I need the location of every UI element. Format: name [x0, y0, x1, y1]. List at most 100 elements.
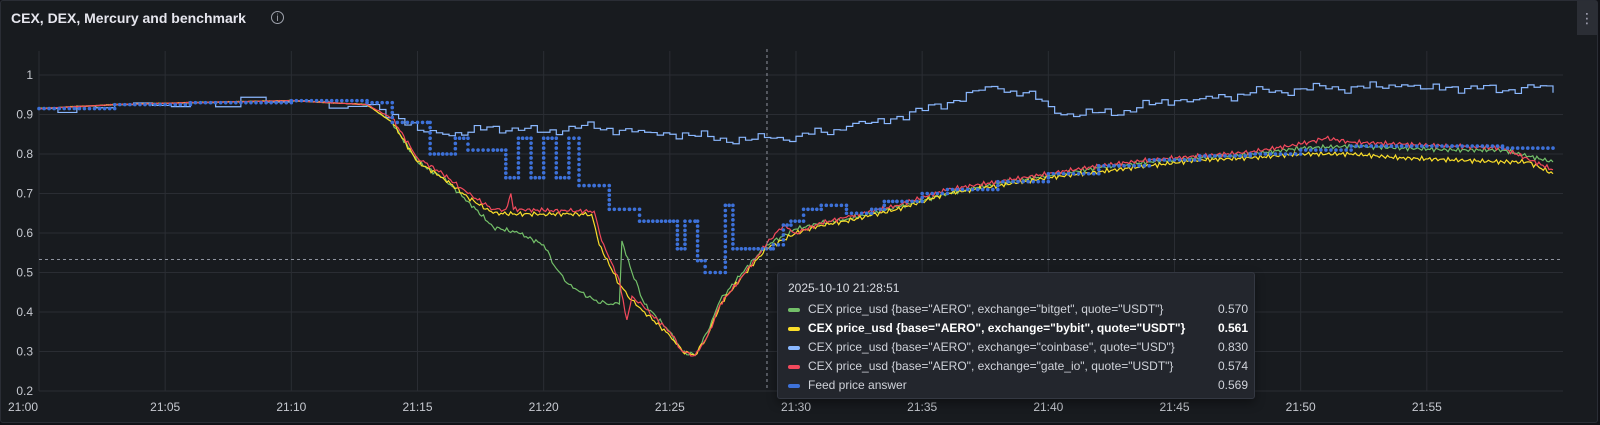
feed-point: [1091, 171, 1096, 176]
feed-point: [577, 152, 581, 156]
feed-point: [299, 98, 304, 103]
feed-point: [612, 207, 617, 212]
feed-point: [1167, 158, 1172, 162]
feed-point: [577, 141, 581, 146]
feed-point: [1551, 146, 1555, 150]
feed-point: [607, 202, 612, 207]
feed-point: [1208, 154, 1212, 158]
feed-point: [1531, 146, 1535, 150]
x-tick-label: 21:30: [781, 400, 811, 414]
feed-point: [504, 166, 508, 171]
feed-point: [752, 247, 756, 251]
feed-point: [1016, 179, 1020, 184]
feed-point: [577, 183, 581, 188]
y-tick-label: 0.9: [16, 108, 33, 122]
feed-point: [1097, 171, 1101, 176]
feed-point: [516, 141, 521, 145]
feed-point: [390, 105, 395, 110]
feed-point: [410, 120, 415, 125]
feed-point: [304, 98, 309, 103]
feed-point: [516, 136, 521, 140]
feed-point: [234, 100, 238, 105]
feed-point: [910, 199, 914, 204]
feed-point: [432, 152, 437, 156]
feed-point: [1127, 164, 1131, 168]
feed-point: [1303, 148, 1308, 152]
feed-point: [499, 148, 504, 152]
feed-point: [1480, 144, 1485, 148]
feed-point: [360, 98, 364, 103]
feed-point: [781, 238, 786, 242]
tooltip-series-value: 0.561: [1217, 321, 1248, 335]
feed-point: [806, 207, 810, 212]
feed-point: [1056, 171, 1061, 176]
feed-point: [453, 136, 458, 140]
feed-point: [1268, 152, 1273, 156]
feed-point: [723, 260, 728, 264]
feed-point: [334, 98, 339, 103]
feed-point: [1394, 144, 1399, 148]
feed-point: [1147, 158, 1152, 162]
feed-point: [567, 170, 571, 175]
panel-title: CEX, DEX, Mercury and benchmark: [11, 10, 246, 26]
feed-point: [607, 198, 612, 202]
feed-point: [1319, 148, 1323, 152]
feed-point: [1349, 144, 1353, 148]
feed-point: [1379, 144, 1384, 148]
feed-point: [940, 191, 945, 196]
feed-point: [577, 178, 581, 183]
feed-point: [1162, 158, 1167, 162]
feed-point: [428, 152, 432, 156]
feed-point: [1283, 152, 1288, 156]
feed-point: [491, 148, 496, 152]
feed-point: [512, 175, 517, 180]
feed-point: [329, 98, 334, 103]
feed-point: [508, 175, 512, 180]
feed-point: [1036, 179, 1041, 184]
feed-point: [1197, 158, 1202, 162]
feed-point: [466, 142, 470, 146]
y-tick-label: 0.2: [16, 384, 33, 398]
feed-point: [895, 199, 899, 204]
x-tick-label: 21:25: [655, 400, 685, 414]
feed-point: [781, 243, 786, 247]
x-tick-label: 21:40: [1033, 400, 1063, 414]
feed-point: [1324, 148, 1328, 152]
tooltip-row: CEX price_usd {base="AERO", exchange="bi…: [788, 301, 1248, 319]
feed-point: [1475, 144, 1480, 148]
feed-point: [797, 219, 802, 223]
menu-icon[interactable]: ⋮: [1577, 1, 1597, 35]
feed-point: [425, 120, 430, 125]
feed-point: [960, 187, 965, 192]
feed-point: [945, 187, 950, 192]
feed-point: [529, 141, 533, 145]
feed-point: [259, 100, 263, 105]
feed-point: [695, 253, 700, 258]
feed-point: [554, 175, 559, 180]
feed-point: [675, 228, 680, 233]
feed-point: [1137, 164, 1141, 168]
feed-point: [905, 199, 909, 204]
feed-point: [1253, 152, 1258, 156]
feed-point: [731, 227, 735, 232]
feed-point: [683, 223, 687, 228]
feed-point: [965, 187, 970, 192]
feed-point: [723, 239, 728, 244]
feed-point: [1152, 158, 1157, 162]
feed-point: [801, 219, 806, 223]
feed-point: [208, 100, 213, 105]
tooltip-series-label: CEX price_usd {base="AERO", exchange="by…: [808, 321, 1186, 335]
feed-point: [637, 219, 642, 223]
y-tick-label: 0.6: [16, 226, 33, 240]
info-icon[interactable]: i: [271, 11, 284, 24]
feed-point: [864, 211, 869, 216]
feed-point: [554, 141, 559, 145]
feed-point: [554, 166, 559, 170]
feed-point: [471, 148, 475, 152]
feed-point: [37, 106, 41, 111]
tooltip-series-label: CEX price_usd {base="AERO", exchange="co…: [808, 340, 1175, 354]
tooltip-row: CEX price_usd {base="AERO", exchange="ga…: [788, 358, 1248, 376]
feed-point: [400, 120, 405, 125]
feed-point: [727, 203, 731, 208]
feed-point: [637, 207, 642, 212]
